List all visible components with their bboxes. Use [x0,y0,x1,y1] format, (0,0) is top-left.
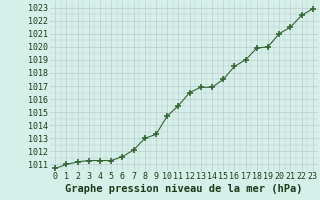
X-axis label: Graphe pression niveau de la mer (hPa): Graphe pression niveau de la mer (hPa) [65,184,303,194]
